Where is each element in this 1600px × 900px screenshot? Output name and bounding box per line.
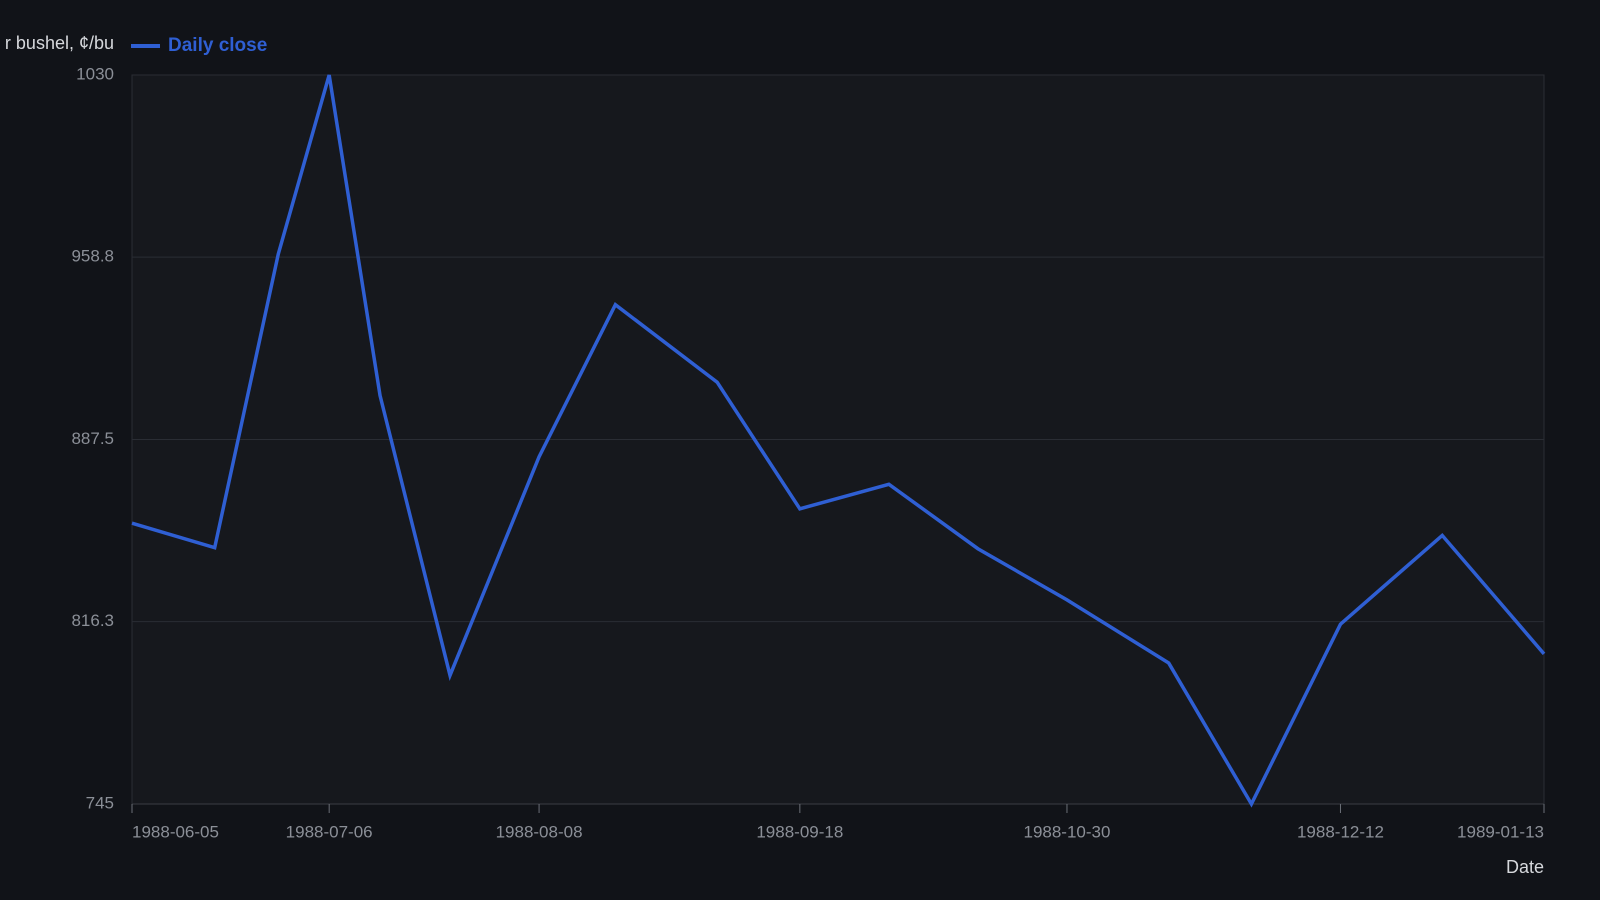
legend-label: Daily close — [168, 35, 267, 56]
x-tick-label: 1988-12-12 — [1297, 822, 1384, 841]
y-tick-label: 887.5 — [71, 429, 114, 448]
data-line — [131, 74, 1546, 808]
x-tick-label: 1988-08-08 — [496, 822, 583, 841]
y-tick-label: 816.3 — [71, 611, 114, 630]
y-tick-label: 1030 — [76, 64, 114, 83]
y-tick-label: 745 — [86, 793, 114, 812]
x-axis-label: Date — [1506, 857, 1544, 877]
y-axis-label: r bushel, ¢/bu — [5, 33, 114, 53]
x-tick-label: 1988-06-05 — [132, 822, 219, 841]
x-tick-label: 1988-09-18 — [756, 822, 843, 841]
x-tick-label: 1989-01-13 — [1457, 822, 1544, 841]
x-tick-label: 1988-07-06 — [286, 822, 373, 841]
y-tick-label: 958.8 — [71, 247, 114, 266]
x-tick-label: 1988-10-30 — [1023, 822, 1110, 841]
